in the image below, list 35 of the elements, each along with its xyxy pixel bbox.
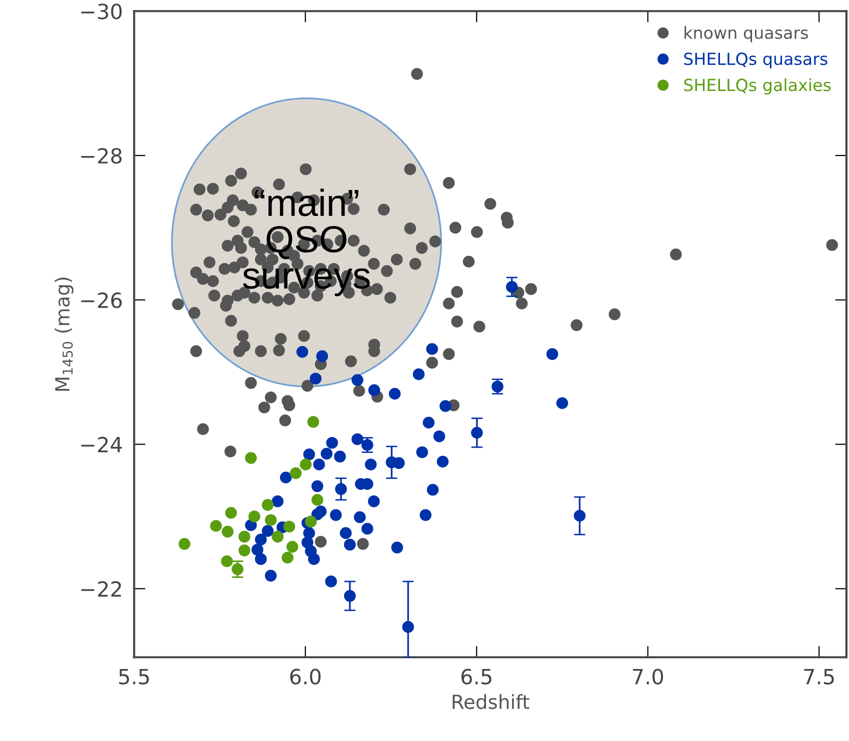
point (248, 510, 260, 522)
point (262, 499, 274, 511)
point (272, 530, 284, 543)
point (238, 544, 250, 556)
point (222, 526, 234, 538)
legend-label: known quasars (684, 26, 808, 42)
point (225, 506, 237, 519)
point (282, 552, 294, 564)
point (238, 530, 250, 543)
point (286, 540, 298, 553)
y-axis-title: M$_{1450}$ (mag) (54, 278, 74, 391)
point (290, 467, 302, 480)
x-tick-label: 5.5 (119, 669, 149, 685)
point (304, 516, 317, 528)
point (283, 520, 296, 532)
point (210, 520, 222, 532)
legend-label: SHELLQs galaxies (684, 78, 831, 95)
x-tick-label: 6.5 (461, 668, 492, 685)
point (264, 514, 277, 526)
point (307, 416, 320, 428)
point (300, 458, 312, 470)
y-tick-label: −26 (81, 292, 122, 308)
x-axis-title: Redshift (452, 694, 530, 710)
y-tick-label: −28 (81, 148, 122, 164)
point (245, 452, 257, 464)
y-tick-label: −24 (81, 436, 122, 452)
x-tick-label: 7.5 (804, 669, 834, 685)
point (178, 538, 190, 550)
y-tick-label: −30 (81, 4, 122, 20)
point (221, 555, 233, 568)
x-tick-label: 7.0 (632, 668, 664, 685)
point (311, 494, 324, 506)
x-tick-label: 6.0 (290, 668, 321, 685)
y-tick-label: −22 (81, 581, 121, 597)
legend-label: SHELLQs quasars (684, 52, 828, 68)
